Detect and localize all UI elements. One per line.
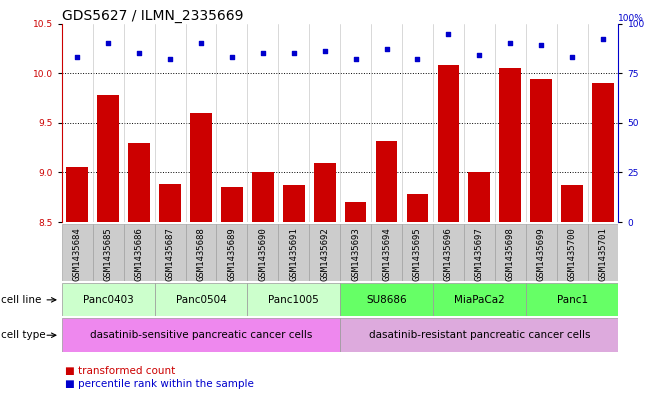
Text: dasatinib-resistant pancreatic cancer cells: dasatinib-resistant pancreatic cancer ce…: [368, 330, 590, 340]
Bar: [592, 83, 614, 222]
Text: ■ transformed count: ■ transformed count: [65, 365, 175, 376]
Text: GSM1435695: GSM1435695: [413, 227, 422, 281]
Bar: [464, 224, 495, 281]
Text: cell type: cell type: [1, 330, 46, 340]
Bar: [62, 318, 340, 352]
Bar: [314, 163, 335, 222]
Text: GSM1435684: GSM1435684: [73, 227, 82, 281]
Bar: [407, 194, 428, 222]
Text: GSM1435688: GSM1435688: [197, 227, 206, 281]
Bar: [376, 141, 397, 222]
Bar: [216, 224, 247, 281]
Text: Panc1005: Panc1005: [268, 295, 319, 305]
Text: GSM1435687: GSM1435687: [165, 227, 174, 281]
Bar: [345, 202, 367, 222]
Bar: [531, 79, 552, 222]
Text: Panc0403: Panc0403: [83, 295, 133, 305]
Point: [443, 30, 454, 37]
Bar: [128, 143, 150, 222]
Point: [598, 36, 608, 42]
Bar: [278, 224, 309, 281]
Point: [320, 48, 330, 55]
Bar: [221, 187, 243, 222]
Bar: [190, 113, 212, 222]
Text: Panc0504: Panc0504: [176, 295, 227, 305]
Bar: [561, 185, 583, 222]
Bar: [433, 283, 525, 316]
Bar: [557, 224, 587, 281]
Text: GSM1435689: GSM1435689: [227, 227, 236, 281]
Bar: [402, 224, 433, 281]
Point: [474, 52, 484, 59]
Point: [567, 54, 577, 61]
Text: GSM1435690: GSM1435690: [258, 227, 268, 281]
Bar: [433, 224, 464, 281]
Text: GSM1435696: GSM1435696: [444, 227, 453, 281]
Bar: [495, 224, 525, 281]
Bar: [371, 224, 402, 281]
Point: [258, 50, 268, 57]
Bar: [159, 184, 181, 222]
Text: GSM1435692: GSM1435692: [320, 227, 329, 281]
Point: [381, 46, 392, 53]
Point: [72, 54, 83, 61]
Bar: [154, 224, 186, 281]
Bar: [340, 224, 371, 281]
Text: Panc1: Panc1: [557, 295, 588, 305]
Bar: [437, 65, 459, 222]
Point: [103, 40, 113, 47]
Text: GSM1435699: GSM1435699: [536, 227, 546, 281]
Bar: [525, 283, 618, 316]
Bar: [340, 283, 433, 316]
Point: [505, 40, 516, 47]
Point: [288, 50, 299, 57]
Point: [165, 56, 175, 62]
Text: GSM1435697: GSM1435697: [475, 227, 484, 281]
Bar: [66, 167, 88, 222]
Bar: [525, 224, 557, 281]
Text: GSM1435693: GSM1435693: [351, 227, 360, 281]
Point: [412, 56, 422, 62]
Text: GSM1435701: GSM1435701: [598, 227, 607, 281]
Text: GSM1435700: GSM1435700: [568, 227, 577, 281]
Bar: [124, 224, 154, 281]
Text: GDS5627 / ILMN_2335669: GDS5627 / ILMN_2335669: [62, 9, 243, 22]
Bar: [469, 173, 490, 222]
Point: [350, 56, 361, 62]
Bar: [247, 224, 278, 281]
Point: [227, 54, 237, 61]
Bar: [587, 224, 618, 281]
Text: GSM1435694: GSM1435694: [382, 227, 391, 281]
Bar: [62, 283, 154, 316]
Bar: [186, 224, 216, 281]
Bar: [98, 95, 119, 222]
Text: ■ percentile rank within the sample: ■ percentile rank within the sample: [65, 379, 254, 389]
Bar: [252, 173, 273, 222]
Point: [196, 40, 206, 47]
Bar: [309, 224, 340, 281]
Bar: [62, 224, 92, 281]
Text: GSM1435698: GSM1435698: [506, 227, 515, 281]
Bar: [283, 185, 305, 222]
Text: SU8686: SU8686: [367, 295, 407, 305]
Text: 100%: 100%: [618, 14, 644, 22]
Point: [536, 42, 546, 49]
Bar: [154, 283, 247, 316]
Point: [134, 50, 145, 57]
Text: GSM1435686: GSM1435686: [135, 227, 144, 281]
Text: MiaPaCa2: MiaPaCa2: [454, 295, 505, 305]
Text: GSM1435691: GSM1435691: [289, 227, 298, 281]
Bar: [340, 318, 618, 352]
Text: cell line: cell line: [1, 295, 41, 305]
Bar: [92, 224, 124, 281]
Bar: [499, 68, 521, 222]
Text: dasatinib-sensitive pancreatic cancer cells: dasatinib-sensitive pancreatic cancer ce…: [90, 330, 312, 340]
Bar: [247, 283, 340, 316]
Text: GSM1435685: GSM1435685: [104, 227, 113, 281]
